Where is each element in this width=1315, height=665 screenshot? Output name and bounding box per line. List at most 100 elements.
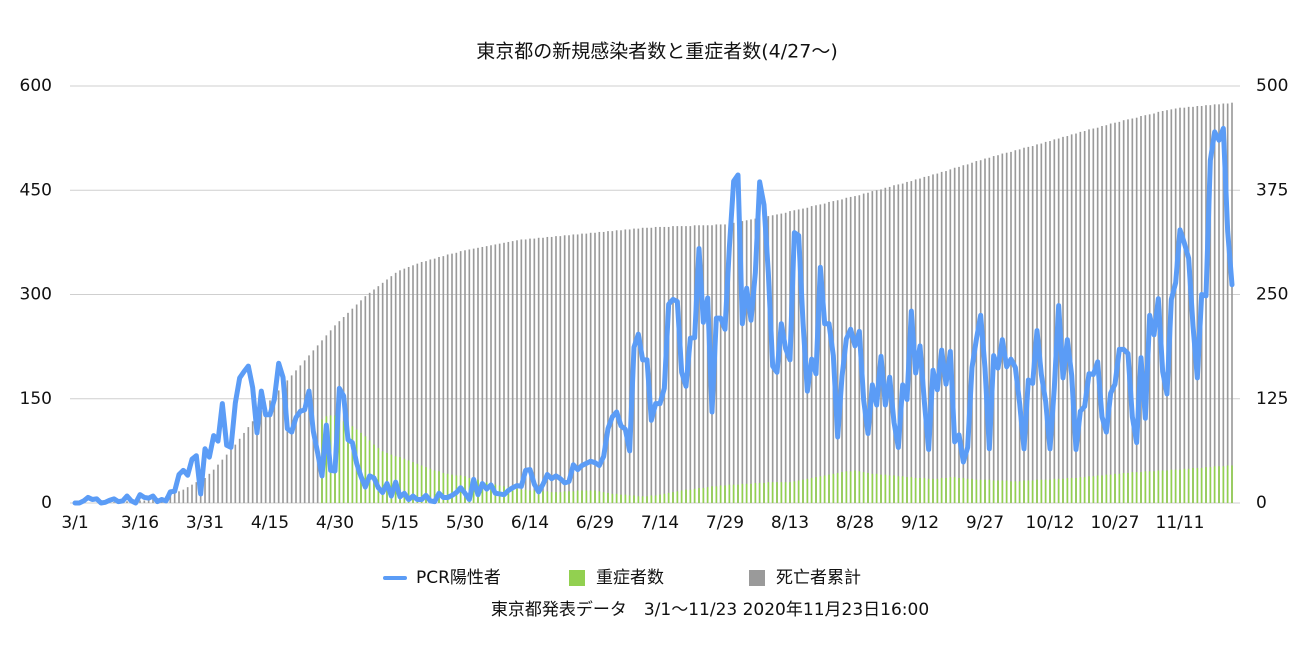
- y2-tick-label: 500: [1256, 76, 1288, 96]
- y2-tick-label: 250: [1256, 285, 1288, 305]
- bar: [706, 225, 709, 503]
- bar: [698, 225, 700, 503]
- bar: [347, 423, 349, 503]
- bar: [888, 186, 891, 503]
- bar: [225, 454, 228, 503]
- bar: [607, 231, 609, 503]
- bar: [1075, 133, 1077, 503]
- bar: [975, 479, 978, 503]
- bar: [949, 477, 952, 503]
- bar: [659, 494, 661, 503]
- bar: [650, 495, 653, 503]
- bar: [1083, 131, 1086, 503]
- bar: [897, 476, 900, 503]
- y-tick-label: 0: [41, 493, 52, 513]
- bar: [940, 171, 943, 504]
- bar: [178, 491, 180, 503]
- bar: [927, 478, 930, 503]
- bar: [789, 482, 791, 503]
- bar: [1044, 141, 1047, 504]
- bar: [420, 465, 423, 503]
- bar: [646, 496, 648, 503]
- bar: [1010, 481, 1012, 503]
- bar: [533, 490, 536, 503]
- bar: [407, 460, 410, 503]
- bar: [126, 501, 128, 503]
- bar: [147, 499, 150, 503]
- bar: [880, 474, 882, 503]
- bar: [390, 454, 393, 503]
- bar: [893, 475, 895, 503]
- bar: [485, 482, 488, 503]
- source-note: 東京都発表データ 3/1〜11/23 2020年11月23日16:00: [491, 599, 929, 620]
- bar: [1070, 134, 1073, 503]
- bar: [208, 473, 211, 503]
- bar: [797, 480, 800, 503]
- bar: [204, 477, 206, 503]
- bar: [412, 462, 414, 503]
- bar: [403, 268, 406, 503]
- bar: [1101, 126, 1103, 504]
- bar: [875, 473, 878, 503]
- bar: [563, 235, 566, 503]
- bar: [563, 491, 566, 503]
- bar: [568, 491, 570, 503]
- bar: [1192, 467, 1194, 503]
- bar: [979, 479, 982, 503]
- x-tick-label: 6/29: [576, 513, 614, 533]
- bar: [1088, 476, 1090, 503]
- bar: [1196, 106, 1199, 504]
- bar: [1066, 477, 1069, 503]
- bar: [1144, 115, 1147, 503]
- bar: [819, 476, 822, 503]
- bar: [433, 258, 436, 503]
- bar: [767, 482, 770, 503]
- bar: [711, 486, 713, 503]
- bar: [888, 475, 891, 503]
- bar: [1023, 147, 1025, 503]
- bar: [295, 370, 297, 503]
- legend-label: PCR陽性者: [416, 568, 501, 588]
- bar: [282, 385, 284, 503]
- bar: [784, 212, 787, 503]
- bar: [724, 224, 726, 503]
- bar: [373, 444, 375, 503]
- bar: [1183, 107, 1186, 504]
- bar: [399, 270, 401, 503]
- bar: [1010, 151, 1012, 504]
- bar: [485, 246, 488, 504]
- bar: [1213, 466, 1216, 503]
- bar: [446, 254, 449, 503]
- bar: [836, 200, 839, 503]
- bar: [113, 502, 115, 503]
- bar: [1053, 478, 1056, 503]
- bar: [728, 223, 731, 504]
- bar: [507, 241, 510, 503]
- bar: [212, 469, 215, 503]
- line: [72, 125, 1235, 506]
- bar: [867, 472, 869, 503]
- bar: [628, 229, 631, 503]
- bar: [1157, 470, 1160, 503]
- bar: [1040, 143, 1043, 503]
- bar: [971, 162, 973, 503]
- bar: [442, 472, 445, 503]
- bar: [1096, 127, 1099, 503]
- bar: [867, 192, 869, 503]
- bar: [277, 390, 280, 503]
- bar: [763, 216, 765, 504]
- bar: [685, 489, 687, 503]
- bar: [927, 176, 930, 503]
- bar: [217, 464, 219, 503]
- bar: [1044, 479, 1047, 503]
- bar: [381, 282, 384, 503]
- bar: [901, 183, 904, 503]
- bar: [624, 229, 627, 503]
- bar: [425, 261, 427, 503]
- bar: [1105, 474, 1108, 503]
- bar: [524, 239, 527, 503]
- bar: [429, 468, 432, 503]
- bar: [767, 216, 770, 503]
- bar: [602, 492, 605, 503]
- bar: [537, 237, 540, 503]
